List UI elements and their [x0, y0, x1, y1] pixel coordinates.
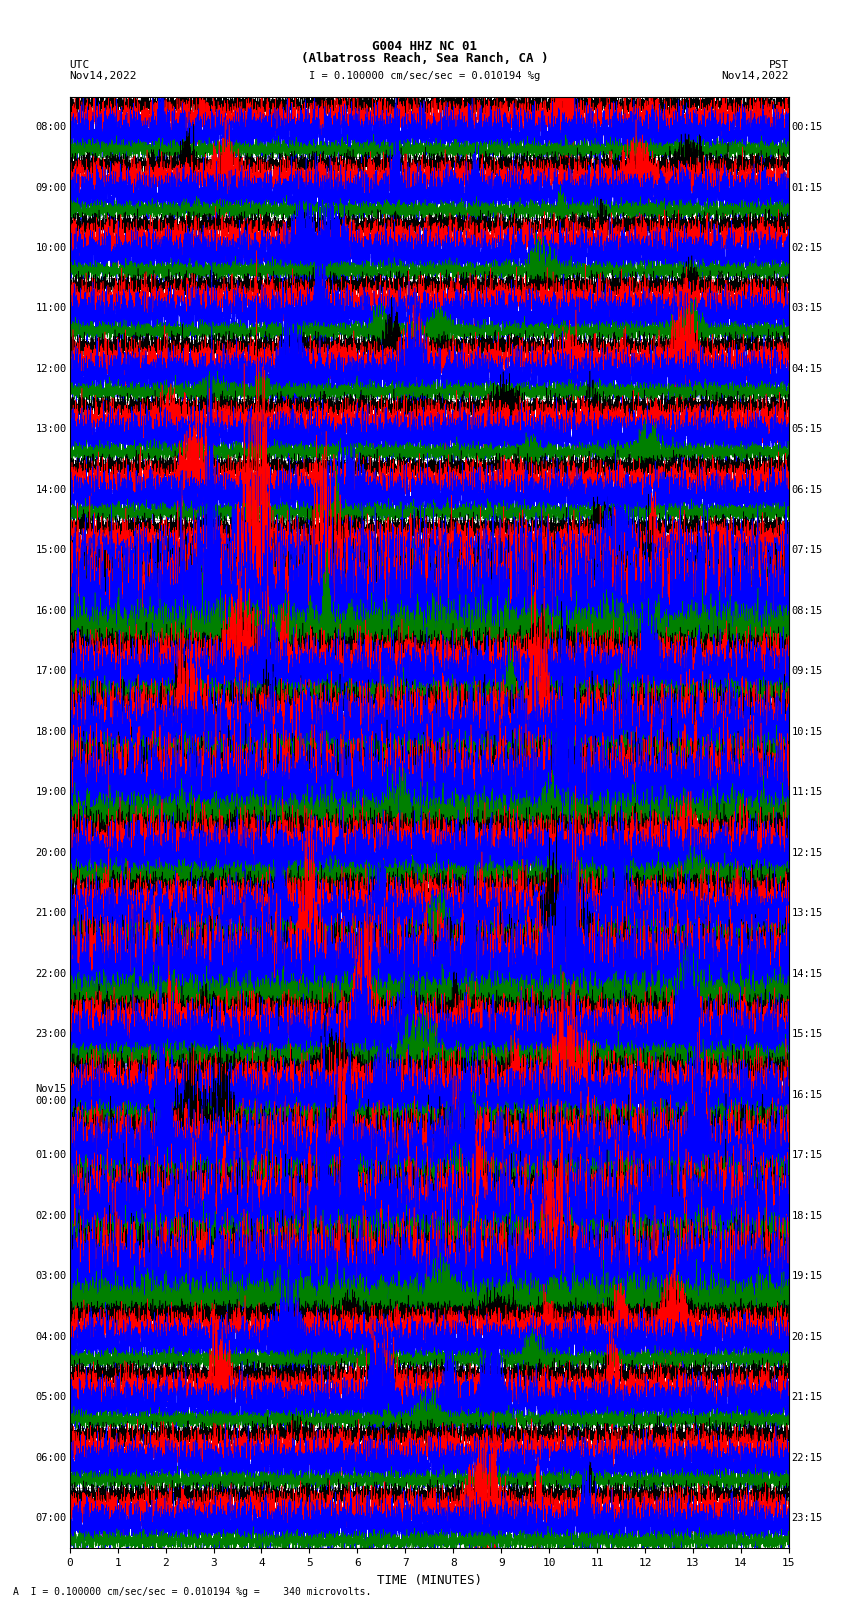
Text: 20:15: 20:15: [791, 1332, 823, 1342]
Text: 01:15: 01:15: [791, 182, 823, 192]
Text: 23:00: 23:00: [36, 1029, 67, 1039]
Text: (Albatross Reach, Sea Ranch, CA ): (Albatross Reach, Sea Ranch, CA ): [301, 52, 549, 65]
Text: 22:15: 22:15: [791, 1453, 823, 1463]
Text: 02:15: 02:15: [791, 244, 823, 253]
Text: 05:15: 05:15: [791, 424, 823, 434]
Text: Nov14,2022: Nov14,2022: [722, 71, 789, 81]
Text: 17:15: 17:15: [791, 1150, 823, 1160]
Text: 20:00: 20:00: [36, 848, 67, 858]
Text: 12:15: 12:15: [791, 848, 823, 858]
Text: 10:00: 10:00: [36, 244, 67, 253]
Text: 03:00: 03:00: [36, 1271, 67, 1281]
Text: 21:00: 21:00: [36, 908, 67, 918]
Text: 09:00: 09:00: [36, 182, 67, 192]
Text: 03:15: 03:15: [791, 303, 823, 313]
Text: 07:15: 07:15: [791, 545, 823, 555]
Text: 08:00: 08:00: [36, 123, 67, 132]
Text: 12:00: 12:00: [36, 365, 67, 374]
Text: A  I = 0.100000 cm/sec/sec = 0.010194 %g =    340 microvolts.: A I = 0.100000 cm/sec/sec = 0.010194 %g …: [13, 1587, 371, 1597]
Text: 16:00: 16:00: [36, 606, 67, 616]
Text: Nov14,2022: Nov14,2022: [70, 71, 137, 81]
Text: 07:00: 07:00: [36, 1513, 67, 1523]
Text: 18:00: 18:00: [36, 727, 67, 737]
Text: 16:15: 16:15: [791, 1090, 823, 1100]
Text: 02:00: 02:00: [36, 1211, 67, 1221]
Text: G004 HHZ NC 01: G004 HHZ NC 01: [372, 40, 478, 53]
Text: 06:00: 06:00: [36, 1453, 67, 1463]
Text: 06:15: 06:15: [791, 486, 823, 495]
Text: 01:00: 01:00: [36, 1150, 67, 1160]
Text: 23:15: 23:15: [791, 1513, 823, 1523]
Text: 10:15: 10:15: [791, 727, 823, 737]
Text: 19:15: 19:15: [791, 1271, 823, 1281]
X-axis label: TIME (MINUTES): TIME (MINUTES): [377, 1574, 482, 1587]
Text: 09:15: 09:15: [791, 666, 823, 676]
Text: 19:00: 19:00: [36, 787, 67, 797]
Text: 17:00: 17:00: [36, 666, 67, 676]
Text: 05:00: 05:00: [36, 1392, 67, 1402]
Text: 13:15: 13:15: [791, 908, 823, 918]
Text: UTC: UTC: [70, 60, 90, 69]
Text: 11:15: 11:15: [791, 787, 823, 797]
Text: Nov15
00:00: Nov15 00:00: [36, 1084, 67, 1105]
Text: 22:00: 22:00: [36, 969, 67, 979]
Text: 15:15: 15:15: [791, 1029, 823, 1039]
Text: 04:00: 04:00: [36, 1332, 67, 1342]
Text: 08:15: 08:15: [791, 606, 823, 616]
Text: I = 0.100000 cm/sec/sec = 0.010194 %g: I = 0.100000 cm/sec/sec = 0.010194 %g: [309, 71, 541, 81]
Text: 15:00: 15:00: [36, 545, 67, 555]
Text: 04:15: 04:15: [791, 365, 823, 374]
Text: 14:15: 14:15: [791, 969, 823, 979]
Text: 18:15: 18:15: [791, 1211, 823, 1221]
Text: 21:15: 21:15: [791, 1392, 823, 1402]
Text: 11:00: 11:00: [36, 303, 67, 313]
Text: 13:00: 13:00: [36, 424, 67, 434]
Text: 00:15: 00:15: [791, 123, 823, 132]
Text: 14:00: 14:00: [36, 486, 67, 495]
Text: PST: PST: [768, 60, 789, 69]
